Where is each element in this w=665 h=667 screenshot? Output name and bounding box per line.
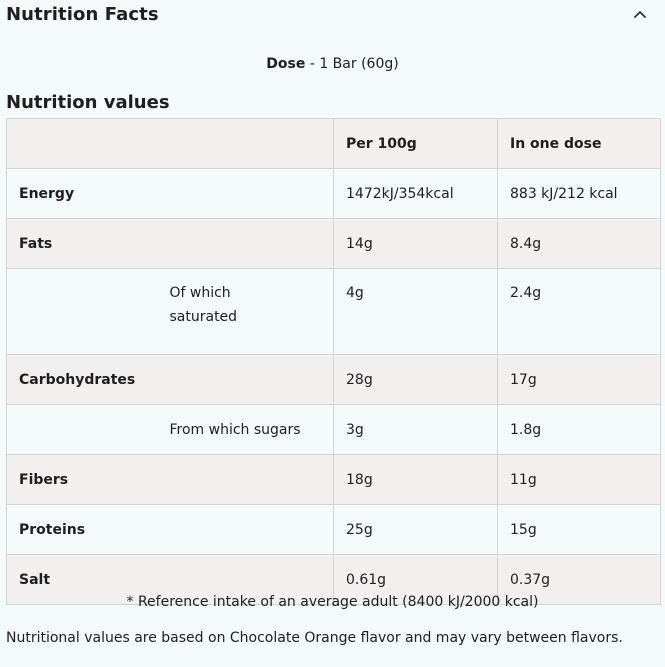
nutrition-facts-toggle[interactable]: Nutrition Facts: [0, 0, 665, 34]
flavor-disclaimer: Nutritional values are based on Chocolat…: [6, 630, 623, 646]
nutrient-name: Proteins: [6, 504, 170, 555]
column-header-sub: [169, 118, 334, 169]
value-per100g: 3g: [333, 404, 498, 455]
value-dose: 0.37g: [497, 554, 661, 605]
value-per100g: 1472kJ/354kcal: [333, 168, 498, 219]
nutrient-name: Salt: [6, 554, 170, 605]
nutrient-sub-line: Of which: [169, 285, 231, 301]
nutrient-name: [6, 268, 170, 355]
table-row: Fibers 18g 11g: [6, 454, 661, 505]
value-dose: 2.4g: [497, 268, 661, 355]
nutrient-sub: [169, 554, 334, 605]
nutrient-sub: [169, 354, 334, 405]
dose-label: Dose: [266, 56, 306, 72]
value-per100g: 28g: [333, 354, 498, 405]
nutrient-name: [6, 404, 170, 455]
reference-intake-footnote: * Reference intake of an average adult (…: [126, 594, 539, 610]
chevron-up-icon[interactable]: [633, 9, 647, 19]
value-dose: 15g: [497, 504, 661, 555]
nutrient-sub: [169, 454, 334, 505]
column-header-dose: In one dose: [497, 118, 661, 169]
table-row: Of which saturated 4g 2.4g: [6, 268, 661, 355]
column-header-nutrient: [6, 118, 170, 169]
value-dose: 8.4g: [497, 218, 661, 269]
column-header-per100g: Per 100g: [333, 118, 498, 169]
nutrient-name: Carbohydrates: [6, 354, 170, 405]
table-row: Proteins 25g 15g: [6, 504, 661, 555]
value-dose: 1.8g: [497, 404, 661, 455]
dose-value: - 1 Bar (60g): [305, 56, 399, 72]
value-per100g: 4g: [333, 268, 498, 355]
nutrition-table: Per 100g In one dose Energy 1472kJ/354kc…: [6, 118, 661, 605]
value-per100g: 14g: [333, 218, 498, 269]
table-row: Fats 14g 8.4g: [6, 218, 661, 269]
table-header-row: Per 100g In one dose: [6, 118, 661, 169]
nutrient-sub: [169, 168, 334, 219]
nutrient-name: Fats: [6, 218, 170, 269]
section-heading: Nutrition Facts: [6, 4, 159, 25]
value-per100g: 25g: [333, 504, 498, 555]
nutrient-name: Fibers: [6, 454, 170, 505]
value-dose: 883 kJ/212 kcal: [497, 168, 661, 219]
value-dose: 11g: [497, 454, 661, 505]
nutrient-sub: Of which saturated: [169, 268, 334, 355]
table-row: Salt 0.61g 0.37g: [6, 554, 661, 605]
value-per100g: 0.61g: [333, 554, 498, 605]
nutrient-sub-line: saturated: [169, 309, 238, 325]
value-per100g: 18g: [333, 454, 498, 505]
nutrient-sub: [169, 218, 334, 269]
nutrient-name: Energy: [6, 168, 170, 219]
nutrition-values-title: Nutrition values: [6, 92, 170, 113]
nutrient-sub: From which sugars: [169, 404, 334, 455]
value-dose: 17g: [497, 354, 661, 405]
table-row: From which sugars 3g 1.8g: [6, 404, 661, 455]
nutrient-sub: [169, 504, 334, 555]
table-row: Energy 1472kJ/354kcal 883 kJ/212 kcal: [6, 168, 661, 219]
dose-info: Dose - 1 Bar (60g): [0, 56, 665, 72]
table-row: Carbohydrates 28g 17g: [6, 354, 661, 405]
